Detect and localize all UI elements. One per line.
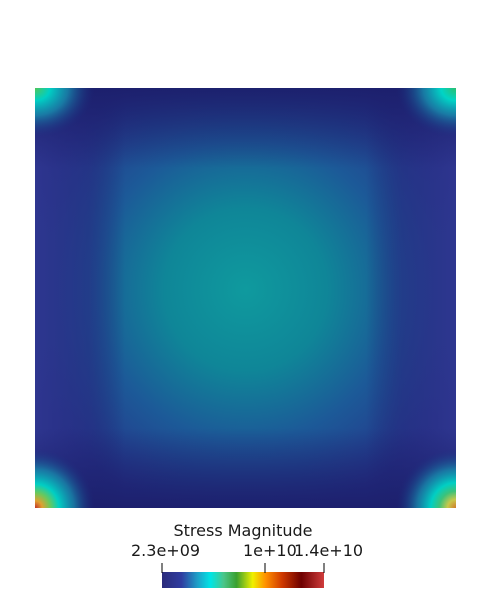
stress-field-plot[interactable]	[35, 88, 456, 508]
field-top-band	[35, 88, 456, 168]
colorbar-title: Stress Magnitude	[173, 521, 313, 540]
colorbar-gradient	[162, 572, 324, 588]
colorbar-tick-label-min: 2.3e+09	[131, 541, 201, 560]
corner-hotspot-bottom-left	[35, 448, 95, 508]
colorbar-tick-label-max: 1.4e+10	[294, 541, 364, 560]
corner-hotspot-top-left	[35, 88, 95, 138]
colorbar-tick-label-mid: 1e+10	[243, 541, 297, 560]
field-bottom-band	[35, 428, 456, 508]
corner-hotspot-bottom-right	[396, 448, 456, 508]
colorbar[interactable]	[150, 560, 340, 590]
corner-hotspot-top-right	[396, 88, 456, 138]
